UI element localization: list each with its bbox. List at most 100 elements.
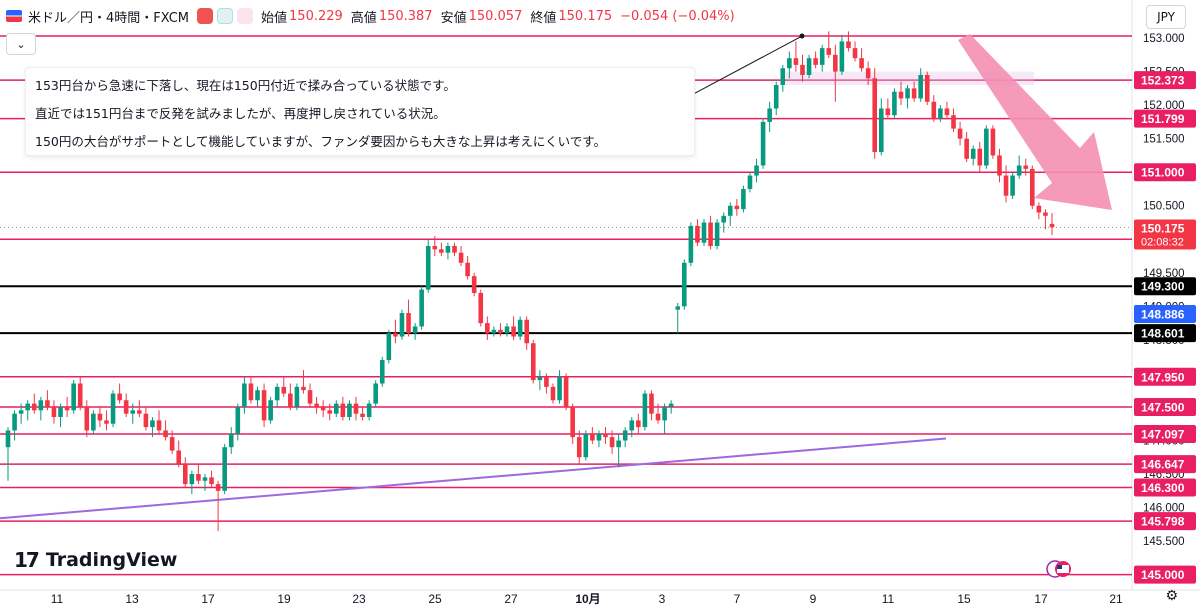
event-flags-icon[interactable] [1044,558,1074,580]
tradingview-logo[interactable]: 17 TradingView [14,548,177,572]
level-label-9-bg [1134,424,1196,443]
level-label-3-bg [1134,163,1196,182]
trend-line[interactable] [0,437,947,520]
level-label-2: 151.799 [1141,112,1185,126]
candle-body [997,155,1002,176]
countdown-label: 02:08:32 [1141,237,1184,249]
symbol-title[interactable]: 米ドル／円・4時間・FXCM [28,10,190,26]
candlestick-series [5,31,1055,532]
candle-body [202,477,208,481]
candle-body [478,292,484,324]
candle-body [668,403,674,407]
resistance-zone [786,71,1034,86]
candle-body [347,403,352,418]
candle-body [892,91,897,116]
data-status-icon[interactable] [217,8,234,24]
chart-settings-gear-icon[interactable]: ⚙ [1165,588,1178,604]
candle-body [780,68,786,86]
y-tick-label: 153.000 [1143,33,1185,45]
candle-body [596,433,602,441]
level-label-10: 146.647 [1141,458,1185,472]
candle-body [235,406,241,434]
x-tick-label: 17 [201,592,215,606]
candle-body [826,48,832,55]
candle-body [222,447,227,491]
candle-body [517,319,523,337]
candle-body [406,313,411,334]
candle-body [255,390,260,401]
candle-body [58,406,63,418]
candle-body [813,58,818,65]
change-value: −0.054 (−0.04%) [620,8,735,24]
candle-body [951,115,956,129]
candle-body [288,393,293,407]
candle-body [458,252,464,263]
level-label-3: 151.000 [1141,166,1185,180]
candle-body [833,54,838,72]
candle-body [353,403,359,414]
candle-body [12,413,17,431]
candle-body [130,410,136,414]
candle-body [760,121,766,166]
candle-body [1049,223,1055,228]
candle-body [859,58,864,69]
candle-body [911,88,917,99]
x-tick-label: 9 [810,592,817,606]
candle-body [261,390,267,421]
candle-body [25,403,30,411]
candle-body [31,403,37,411]
level-label-6-bg [1134,324,1196,343]
candle-body [51,406,57,418]
candle-body [38,400,44,411]
candle-body [123,400,129,414]
level-label-11: 146.300 [1141,481,1185,495]
brand-name: TradingView [45,549,178,571]
candle-body [576,437,582,458]
price-axis[interactable]: 153.000152.500152.000151.500151.000150.5… [1134,33,1196,584]
candle-body [301,386,306,391]
candle-body [636,420,641,428]
last-price-label-bg [1134,219,1196,250]
candle-body [970,148,976,159]
candle-body [649,393,654,414]
candle-body [18,410,24,414]
level-label-8: 147.500 [1141,400,1185,414]
candle-body [806,58,812,75]
candle-body [616,440,621,448]
candle-body [294,386,300,407]
low-label: 安値 [440,10,467,26]
level-label-13: 145.000 [1141,568,1185,582]
y-tick-label: 150.500 [1143,201,1185,213]
candle-body [143,413,149,428]
candle-body [734,205,740,210]
candle-body [1043,212,1048,216]
market-status-icon[interactable] [197,8,214,24]
candle-body [445,245,451,253]
trend-indicator-icon[interactable] [237,8,254,24]
level-label-12-bg [1134,512,1196,531]
candle-body [91,413,96,431]
candle-body [104,420,109,424]
candle-body [872,78,878,153]
chevron-down-icon: ⌄ [16,37,26,51]
candle-body [281,386,287,394]
y-tick-label: 151.500 [1143,134,1185,146]
candle-body [852,48,858,59]
candle-body [819,48,825,65]
collapse-legend-button[interactable]: ⌄ [6,33,36,55]
candle-body [485,323,490,334]
status-pills[interactable] [197,8,254,24]
x-tick-label: 15 [957,592,971,606]
last-price-label: 150.175 [1141,222,1185,236]
candle-body [314,403,319,407]
candle-body [741,188,746,210]
candle-body [393,333,398,337]
level-label-9: 147.097 [1141,427,1185,441]
down-arrow-drawing[interactable] [958,34,1112,210]
annotation-box[interactable]: 153円台から急速に下落し、現在は150円付近で揉み合っている状態です。 直近で… [26,68,694,155]
currency-button[interactable]: JPY [1146,5,1186,29]
time-axis[interactable]: 11 13 17 19 23 25 27 10月 3 7 9 11 15 17 21 [51,592,1123,606]
close-value: 150.175 [558,8,613,24]
candle-body [209,477,214,485]
